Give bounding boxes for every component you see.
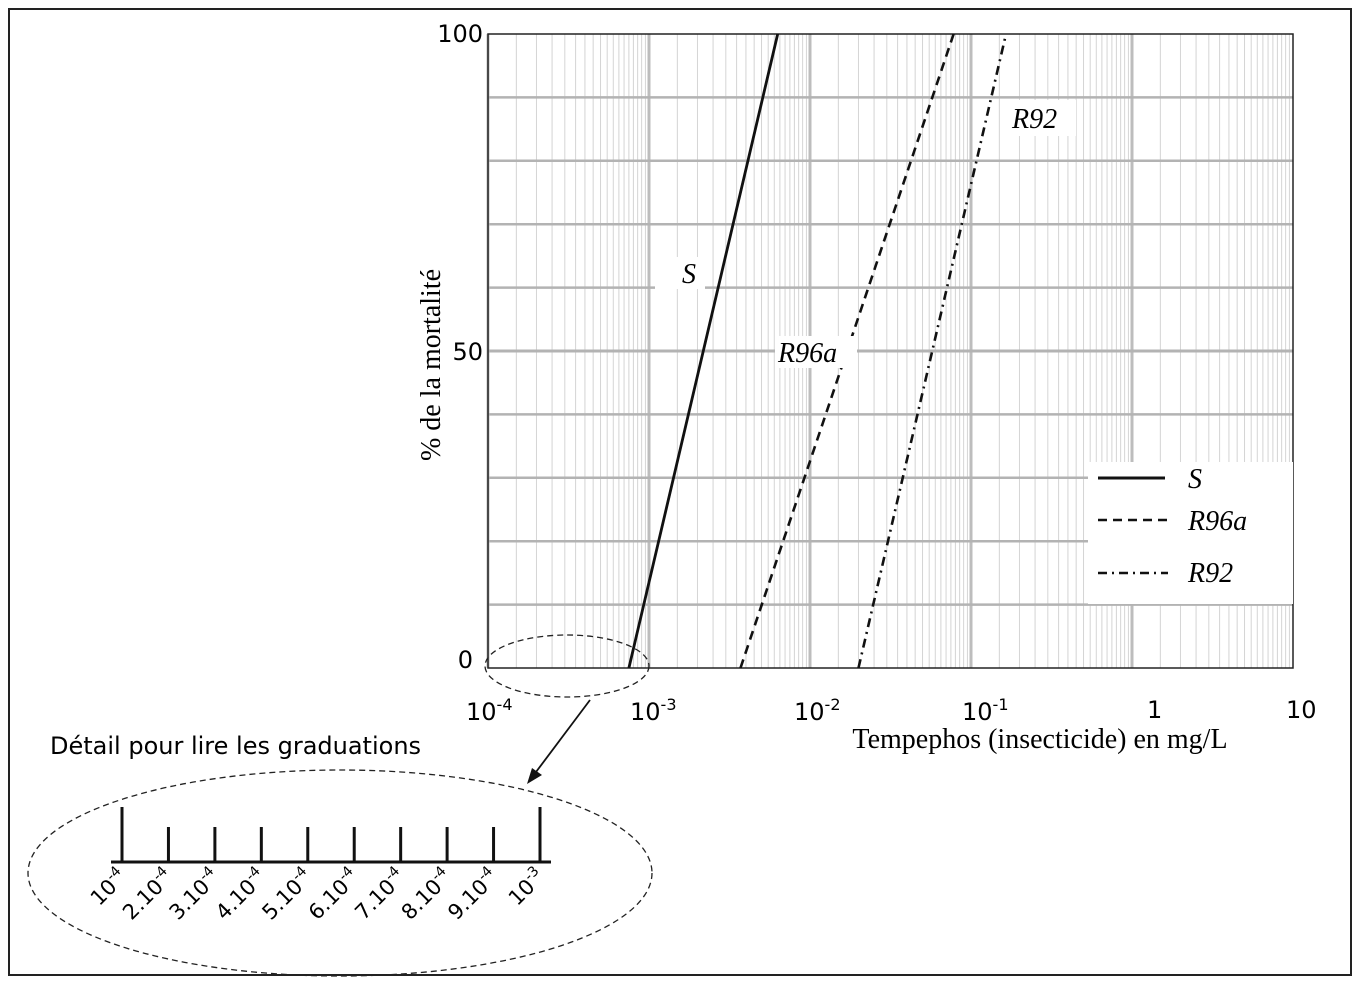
legend-item-s: S <box>1098 464 1202 495</box>
y-tick-label: 50 <box>452 338 483 366</box>
detail-tick-label: 8.10-4 <box>395 863 456 924</box>
detail-tick-label: 2.10-4 <box>117 863 178 924</box>
x-tick-label: 10-1 <box>962 695 1009 726</box>
detail-tick-label: 7.10-4 <box>349 863 410 924</box>
y-tick-label: 0 <box>458 646 473 674</box>
page-border <box>8 8 1352 976</box>
annotation-s: S <box>655 257 705 290</box>
legend-item-r92: R92 <box>1098 558 1233 589</box>
y-axis-label: % de la mortalité <box>416 269 447 461</box>
detail-tick-label: 6.10-4 <box>302 863 363 924</box>
series-line-r92 <box>857 33 1008 669</box>
x-axis-label: Tempephos (insecticide) en mg/L <box>852 724 1227 755</box>
x-tick-label: 10-3 <box>630 695 677 726</box>
x-tick-label: 10 <box>1286 696 1317 724</box>
svg-text:R96a: R96a <box>1187 506 1247 537</box>
y-tick-label: 100 <box>437 20 483 48</box>
svg-text:R96a: R96a <box>777 338 837 369</box>
annotation-r92: R92 <box>1006 100 1076 136</box>
x-tick-label: 1 <box>1147 696 1162 724</box>
detail-tick-label: 10-3 <box>502 863 549 910</box>
svg-text:S: S <box>1188 464 1202 495</box>
detail-tick-label: 9.10-4 <box>442 863 503 924</box>
legend-item-r96a: R96a <box>1098 506 1247 537</box>
x-tick-label: 10-4 <box>466 695 513 726</box>
detail-tick-label: 5.10-4 <box>256 863 317 924</box>
detail-ellipse <box>27 769 653 977</box>
x-tick-labels: 10-4 10-3 10-2 10-1 1 10 <box>466 695 1317 726</box>
detail-title: Détail pour lire les graduations <box>50 732 421 760</box>
detail-ticks: 10-42.10-43.10-44.10-45.10-46.10-47.10-4… <box>86 807 549 924</box>
svg-text:S: S <box>682 259 696 290</box>
detail-tick-label: 4.10-4 <box>210 863 271 924</box>
plot-frame <box>487 33 1294 669</box>
annotation-r96a: R96a <box>775 336 857 369</box>
detail-tick-label: 3.10-4 <box>163 863 224 924</box>
zoom-region-ellipse <box>484 634 650 698</box>
series-line-s <box>627 33 780 669</box>
x-tick-label: 10-2 <box>794 695 841 726</box>
zoom-arrow <box>527 699 591 784</box>
y-tick-labels: 100 50 0 <box>437 20 483 674</box>
legend-box <box>1088 462 1293 604</box>
legend: S R96a R92 <box>1088 462 1293 604</box>
svg-text:R92: R92 <box>1011 104 1057 135</box>
svg-text:R92: R92 <box>1187 558 1233 589</box>
